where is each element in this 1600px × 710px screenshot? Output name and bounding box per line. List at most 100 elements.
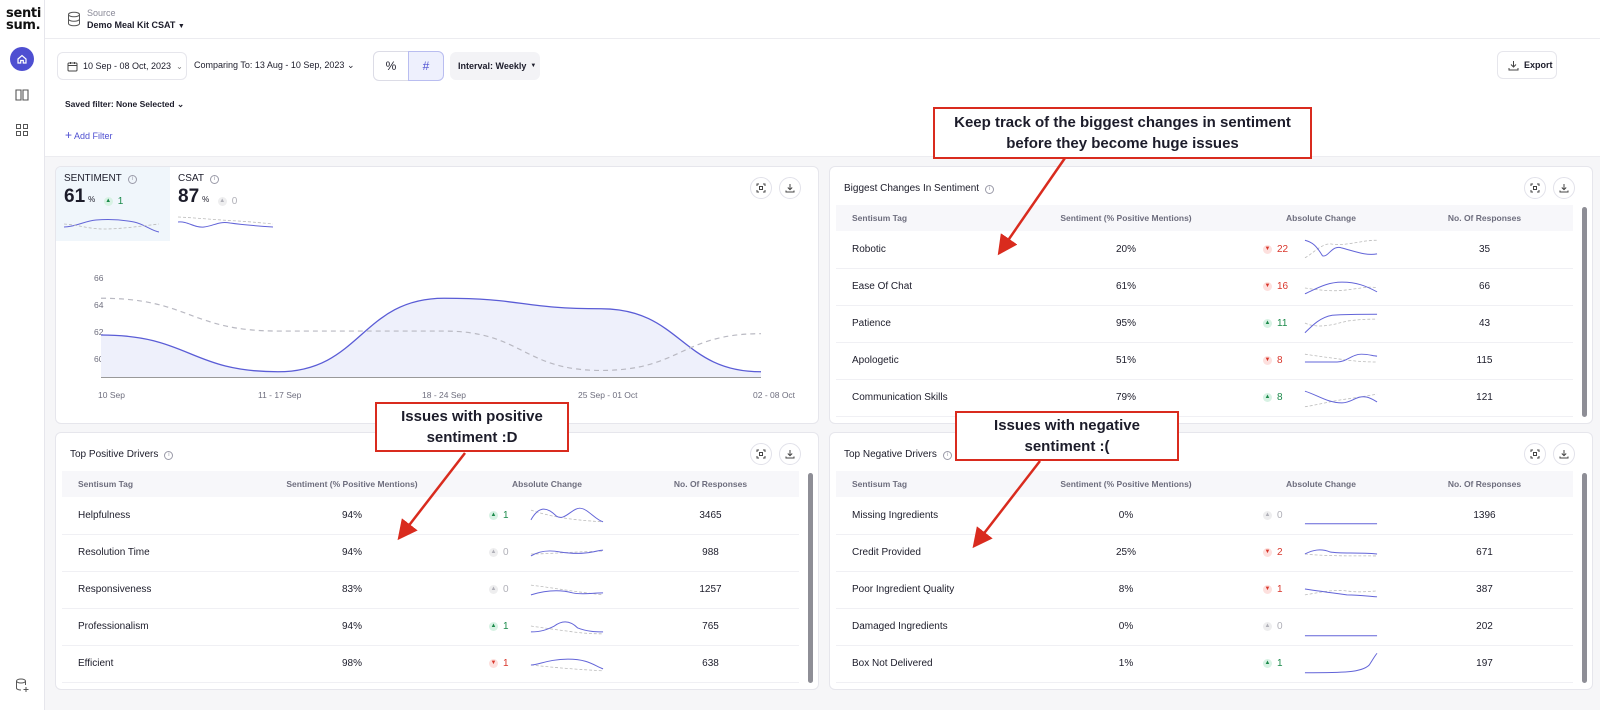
arrow-up-icon: ▲ [1263, 659, 1272, 668]
expand-button[interactable] [750, 177, 772, 199]
series-line-1 [100, 297, 762, 372]
table-row[interactable]: Credit Provided 25% ▼ 2 671 [836, 534, 1573, 572]
responses-cell: 197 [1396, 645, 1573, 683]
responses-cell: 671 [1396, 534, 1573, 572]
info-icon: i [985, 185, 995, 194]
download-button[interactable] [779, 177, 801, 199]
expand-button[interactable] [1524, 443, 1546, 465]
column-header[interactable]: No. Of Responses [1447, 213, 1522, 223]
source-dropdown[interactable]: Demo Meal Kit CSAT ▼ [87, 20, 185, 30]
table-row[interactable]: Apologetic 51% ▼ 8 115 [836, 342, 1573, 380]
sentiment-cell: 94% [232, 534, 472, 572]
table-row[interactable]: Robotic 20% ▼ 22 35 [836, 231, 1573, 269]
sentiment-cell: 0% [1006, 497, 1246, 535]
percent-label: % [385, 59, 397, 73]
metric-tab-csat[interactable]: CSAT i 87% ▲ 0 [170, 167, 280, 241]
change-cell: ▼ 8 [1246, 342, 1396, 380]
expand-button[interactable] [750, 443, 772, 465]
percent-toggle[interactable]: % [373, 51, 409, 81]
column-header[interactable]: No. Of Responses [1447, 479, 1522, 489]
column-header[interactable]: No. Of Responses [673, 479, 748, 489]
expand-button[interactable] [1524, 177, 1546, 199]
database-icon [68, 11, 80, 27]
table-row[interactable]: Missing Ingredients 0% ▲ 0 1396 [836, 497, 1573, 535]
download-button[interactable] [779, 443, 801, 465]
grid-icon[interactable] [14, 122, 30, 138]
tag-cell: Professionalism [62, 608, 232, 646]
change-value: 8 [1277, 355, 1283, 366]
column-header[interactable]: Sentiment (% Positive Mentions) [286, 479, 418, 489]
download-button[interactable] [1553, 177, 1575, 199]
responses-cell: 35 [1396, 231, 1573, 269]
card-title: Biggest Changes In Sentiment [844, 183, 980, 194]
change-value: 11 [1277, 318, 1288, 329]
column-header[interactable]: Sentiment (% Positive Mentions) [1060, 479, 1192, 489]
column-header[interactable]: Sentisum Tag [78, 479, 134, 489]
add-filter-button[interactable]: + Add Filter [65, 128, 113, 142]
metric-tab-sentiment[interactable]: SENTIMENT i 61% ▲ 1 [56, 167, 170, 241]
table-row[interactable]: Resolution Time 94% ▲ 0 988 [62, 534, 799, 572]
arrow-up-icon: ▲ [1263, 393, 1272, 402]
plus-icon: + [65, 128, 73, 142]
column-header[interactable]: Absolute Change [1286, 213, 1356, 223]
home-nav-button[interactable] [10, 47, 34, 71]
responses-cell: 43 [1396, 305, 1573, 343]
column-header[interactable]: Absolute Change [512, 479, 582, 489]
table-row[interactable]: Damaged Ingredients 0% ▲ 0 202 [836, 608, 1573, 646]
y-tick: 64 [94, 300, 104, 310]
comparing-value: Comparing To: 13 Aug - 10 Sep, 2023 [194, 60, 345, 70]
comparing-dropdown[interactable]: Comparing To: 13 Aug - 10 Sep, 2023 ⌄ [194, 60, 355, 71]
row-sparkline [1304, 634, 1378, 636]
table-row[interactable]: Poor Ingredient Quality 8% ▼ 1 387 [836, 571, 1573, 609]
annotation-callout-top: Keep track of the biggest changes in sen… [933, 107, 1312, 159]
scrollbar[interactable] [1582, 207, 1587, 417]
table-row[interactable]: Patience 95% ▲ 11 43 [836, 305, 1573, 343]
change-cell: ▲ 1 [472, 608, 622, 646]
date-range-picker[interactable]: 10 Sep - 08 Oct, 2023 ⌄ [57, 52, 187, 80]
tag-cell: Damaged Ingredients [836, 608, 1006, 646]
saved-filter-dropdown[interactable]: Saved filter: None Selected ⌄ [65, 99, 184, 110]
metric-unit: % [88, 195, 96, 204]
qr-expand-icon [756, 449, 766, 459]
sentiment-cell: 20% [1006, 231, 1246, 269]
metric-label: CSAT [178, 173, 204, 184]
column-header[interactable]: Sentisum Tag [852, 479, 908, 489]
scrollbar[interactable] [1582, 473, 1587, 683]
table-row[interactable]: Professionalism 94% ▲ 1 765 [62, 608, 799, 646]
caret-down-icon: ▼ [177, 23, 185, 30]
book-icon[interactable] [14, 87, 30, 103]
change-value: 1 [503, 621, 509, 632]
table-row[interactable]: Box Not Delivered 1% ▲ 1 197 [836, 645, 1573, 683]
column-header[interactable]: Absolute Change [1286, 479, 1356, 489]
database-add-icon[interactable] [14, 677, 30, 693]
metric-change: 0 [231, 196, 238, 207]
column-header[interactable]: Sentisum Tag [852, 213, 908, 223]
download-button[interactable] [1553, 443, 1575, 465]
table-row[interactable]: Helpfulness 94% ▲ 1 3465 [62, 497, 799, 535]
row-sparkline [1304, 390, 1378, 407]
table-row[interactable]: Communication Skills 79% ▲ 8 121 [836, 379, 1573, 417]
column-header[interactable]: Sentiment (% Positive Mentions) [1060, 213, 1192, 223]
scrollbar[interactable] [808, 473, 813, 683]
responses-cell: 1257 [622, 571, 799, 609]
row-sparkline [1304, 281, 1378, 294]
row-sparkline [1304, 588, 1378, 597]
arrow-down-icon: ▼ [1263, 244, 1272, 254]
count-toggle[interactable]: # [408, 51, 444, 81]
responses-cell: 1396 [1396, 497, 1573, 535]
saved-filter-value: Saved filter: None Selected [65, 99, 175, 109]
row-sparkline [530, 620, 604, 634]
table-row[interactable]: Efficient 98% ▼ 1 638 [62, 645, 799, 683]
x-tick: 18 - 24 Sep [422, 390, 466, 400]
export-button[interactable]: Export [1497, 51, 1557, 79]
row-sparkline [530, 658, 604, 671]
table-row[interactable]: Ease Of Chat 61% ▼ 16 66 [836, 268, 1573, 306]
arrow-up-icon: ▲ [489, 510, 498, 520]
add-filter-label: Add Filter [74, 131, 113, 141]
interval-dropdown[interactable]: Interval: Weekly ▼ [450, 52, 540, 80]
biggest-changes-table: Sentisum Tag Sentiment (% Positive Menti… [836, 205, 1573, 417]
change-cell: ▲ 1 [472, 497, 622, 535]
download-icon [1559, 450, 1569, 459]
change-value: 1 [503, 509, 509, 521]
table-row[interactable]: Responsiveness 83% ▲ 0 1257 [62, 571, 799, 609]
